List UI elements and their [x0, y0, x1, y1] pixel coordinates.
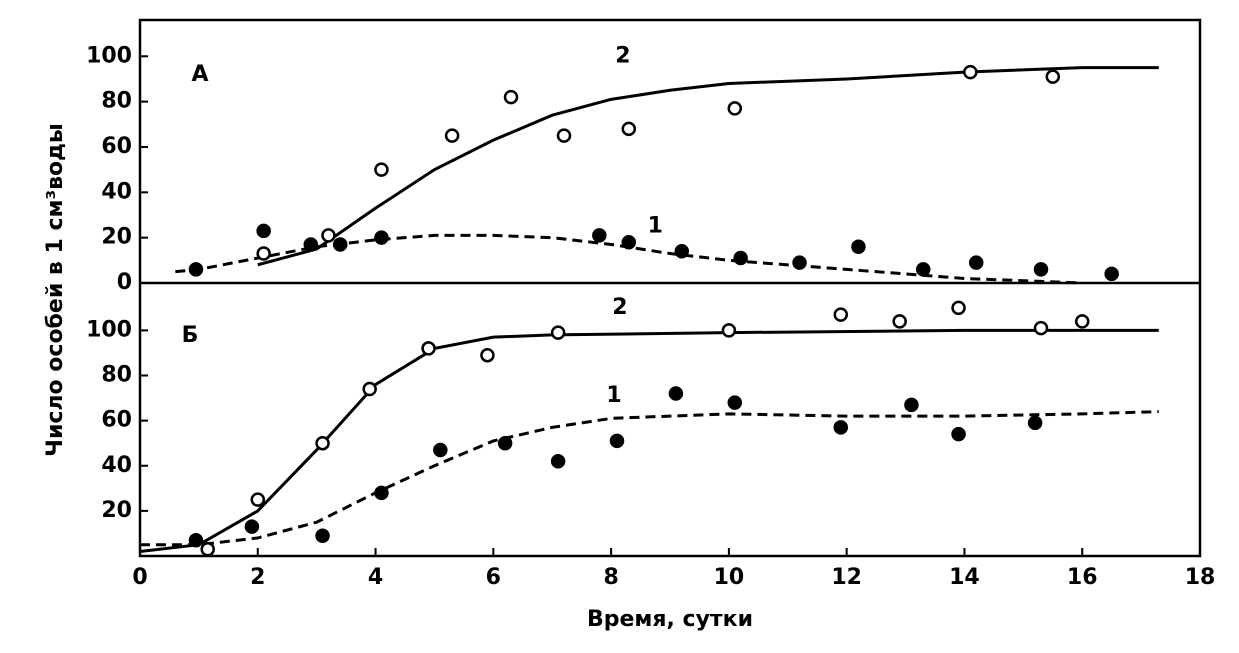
data-point — [968, 255, 984, 270]
y-tick-label: 100 — [86, 43, 132, 68]
data-point — [421, 341, 436, 356]
data-point — [1033, 262, 1049, 277]
data-point — [851, 239, 866, 254]
data-point — [892, 314, 907, 329]
y-tick-label: 40 — [101, 453, 132, 478]
x-tick-label: 4 — [368, 565, 383, 590]
data-point — [315, 528, 330, 543]
data-point — [556, 128, 572, 143]
data-point — [727, 395, 743, 410]
data-point — [188, 262, 204, 277]
data-point — [951, 426, 966, 442]
panel-label: Б — [182, 323, 199, 348]
data-point — [592, 228, 607, 243]
data-point — [963, 64, 978, 80]
y-tick-label: 80 — [101, 89, 132, 114]
y-tick-label: 20 — [101, 498, 132, 523]
data-point — [621, 121, 637, 137]
y-tick-label: 100 — [86, 317, 132, 342]
data-point — [250, 492, 266, 507]
series-label: 2 — [612, 295, 627, 320]
y-axis-title: Число особей в 1 см³воды — [43, 123, 68, 457]
curve — [140, 410, 1159, 547]
data-point — [833, 307, 849, 322]
data-point — [1104, 266, 1119, 282]
series-label: 1 — [648, 213, 663, 238]
y-tick-label: 20 — [101, 225, 132, 250]
data-point — [497, 435, 513, 451]
data-point — [792, 255, 807, 270]
x-tick-label: 10 — [714, 565, 745, 590]
data-point — [833, 420, 849, 435]
y-tick-label: 60 — [101, 408, 132, 433]
data-point — [315, 435, 330, 451]
data-point — [1027, 415, 1043, 431]
x-tick-label: 14 — [949, 565, 980, 590]
y-tick-label: 60 — [101, 134, 132, 159]
x-tick-label: 8 — [603, 565, 618, 590]
data-point — [915, 262, 931, 277]
data-point — [951, 300, 966, 316]
data-point — [244, 519, 260, 534]
y-tick-label: 40 — [101, 179, 132, 204]
data-point — [609, 433, 625, 449]
panel-label: А — [191, 62, 208, 87]
data-point — [503, 89, 519, 105]
x-axis-title: Время, сутки — [587, 607, 753, 632]
data-point — [904, 397, 919, 413]
data-point — [256, 223, 271, 239]
data-point — [480, 347, 495, 363]
series-label: 1 — [606, 383, 621, 408]
x-tick-label: 16 — [1067, 565, 1098, 590]
data-point — [374, 162, 389, 177]
data-point — [733, 250, 748, 266]
x-tick-label: 12 — [831, 565, 862, 590]
series-label: 2 — [615, 43, 630, 68]
data-point — [550, 453, 566, 469]
data-point — [374, 485, 389, 501]
frame — [138, 18, 1202, 558]
x-tick-label: 2 — [250, 565, 265, 590]
curve — [139, 328, 1159, 553]
data-point — [621, 234, 637, 250]
y-tick-label: 80 — [101, 363, 132, 388]
curve — [257, 66, 1159, 267]
data-point — [362, 381, 377, 397]
data-point — [727, 101, 743, 116]
y-tick-label: 0 — [117, 270, 132, 295]
x-tick-label: 18 — [1185, 565, 1216, 590]
data-point — [721, 323, 737, 338]
data-point — [321, 228, 336, 243]
data-point — [674, 244, 690, 259]
data-point — [332, 237, 348, 252]
data-point — [668, 386, 684, 401]
data-point — [1033, 320, 1049, 336]
data-point — [200, 541, 215, 557]
x-tick-label: 0 — [132, 565, 147, 590]
x-tick-label: 6 — [486, 565, 501, 590]
data-point — [433, 442, 448, 458]
data-point — [1045, 69, 1061, 84]
data-point — [374, 230, 389, 245]
data-point — [256, 246, 271, 261]
data-point — [550, 325, 566, 340]
data-point — [1074, 314, 1090, 329]
data-point — [444, 128, 460, 143]
